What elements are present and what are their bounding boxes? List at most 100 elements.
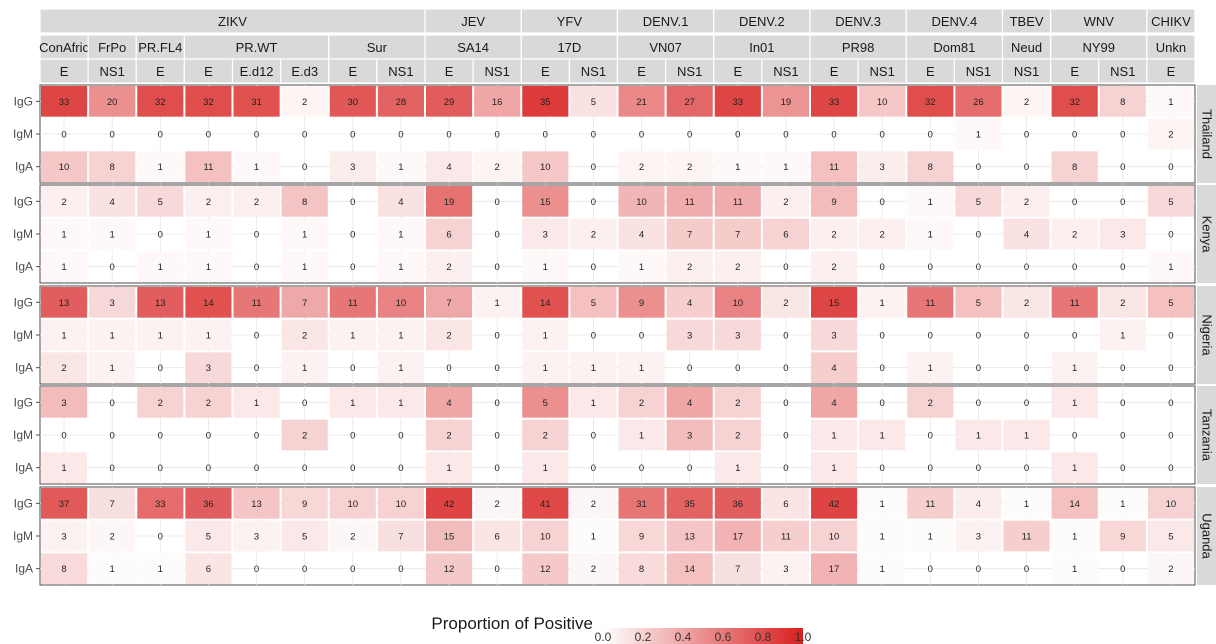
cell-value-label: 0 (446, 130, 451, 141)
heatmap-cell (762, 186, 809, 217)
heatmap-cell (89, 553, 136, 584)
cell-value-label: 11 (925, 298, 935, 309)
cell-value-label: 0 (398, 463, 403, 474)
heatmap-cell (955, 419, 1002, 451)
heatmap-cell (570, 86, 617, 117)
cell-value-label: 6 (783, 499, 788, 510)
antigen-header-label: NS1 (485, 64, 510, 79)
y-tick-label: IgM (13, 328, 33, 342)
legend: Proportion of Positive 0.0 0.2 0.4 0.6 0.8 1.… (431, 614, 812, 644)
heatmap-cell (1003, 488, 1050, 519)
cell-value-label: 10 (348, 499, 359, 510)
heatmap-cell (137, 86, 184, 117)
heatmap-cell (666, 520, 713, 552)
heatmap-cell (859, 419, 906, 451)
heatmap-cell (41, 520, 88, 552)
heatmap-cell (185, 151, 232, 182)
strain-header-strip (1001, 34, 1052, 60)
cell-value-label: 0 (1168, 162, 1173, 173)
heatmap-cell (89, 319, 136, 351)
cell-value-label: 0 (880, 398, 885, 409)
cell-value-label: 1 (1120, 499, 1125, 510)
cell-value-label: 0 (1024, 331, 1029, 342)
cell-value-label: 2 (928, 398, 933, 409)
heatmap-cell (618, 488, 665, 519)
heatmap-cell (329, 151, 376, 182)
cell-value-label: 1 (783, 162, 788, 173)
heatmap-cell (41, 452, 88, 483)
cell-value-label: 0 (928, 431, 933, 442)
heatmap-cell (137, 251, 184, 282)
heatmap-cell (426, 452, 473, 483)
cell-value-label: 0 (1120, 262, 1125, 273)
antigen-header-strip (761, 58, 811, 84)
heatmap-cell (474, 287, 521, 318)
heatmap-cell (474, 488, 521, 519)
heatmap-cell (811, 520, 858, 552)
cell-value-label: 1 (110, 564, 115, 575)
heatmap-cell (570, 553, 617, 584)
cell-value-label: 0 (158, 230, 163, 241)
heatmap-cell (570, 387, 617, 418)
cell-value-label: 1 (206, 331, 211, 342)
cell-value-label: 0 (880, 262, 885, 273)
cell-value-label: 0 (591, 331, 596, 342)
strain-header-label: ConAfric (39, 40, 89, 55)
cell-value-label: 0 (61, 431, 66, 442)
cell-value-label: 0 (110, 130, 115, 141)
heatmap-cell (41, 251, 88, 282)
cell-value-label: 2 (110, 532, 115, 543)
cell-value-label: 0 (1072, 197, 1077, 208)
cell-value-label: 2 (831, 262, 836, 273)
cell-value-label: 5 (1168, 197, 1173, 208)
cell-value-label: 1 (350, 331, 355, 342)
heatmap-cell (859, 86, 906, 117)
country-facet-strips: Thailand Kenya Nigeria Tanzania Uganda (1197, 85, 1216, 585)
heatmap-cell (329, 488, 376, 519)
cell-value-label: 0 (350, 363, 355, 374)
heatmap-cell (955, 488, 1002, 519)
legend-tick-label: 0.4 (675, 630, 692, 644)
cell-value-label: 2 (1072, 230, 1077, 241)
virus-header-strip (809, 8, 907, 34)
heatmap-cell (41, 86, 88, 117)
heatmap-cell (426, 218, 473, 250)
cell-value-label: 0 (495, 363, 500, 374)
cell-value-label: 1 (1072, 398, 1077, 409)
cell-value-label: 0 (254, 130, 259, 141)
cell-value-label: 0 (1072, 262, 1077, 273)
y-tick-label: IgM (13, 428, 33, 442)
heatmap-cell (137, 186, 184, 217)
heatmap-cell (426, 251, 473, 282)
heatmap-cell (281, 520, 328, 552)
cell-value-label: 0 (783, 431, 788, 442)
heatmap-cell (811, 251, 858, 282)
heatmap-cell (618, 218, 665, 250)
cell-value-label: 1 (398, 162, 403, 173)
heatmap-cell (329, 520, 376, 552)
cell-value-label: 0 (880, 331, 885, 342)
cell-value-label: 1 (831, 431, 836, 442)
cell-value-label: 0 (928, 130, 933, 141)
cell-value-label: 5 (206, 532, 211, 543)
heatmap-cell (185, 287, 232, 318)
cell-value-label: 1 (398, 331, 403, 342)
heatmap-cell (1147, 251, 1194, 282)
cell-value-label: 0 (880, 363, 885, 374)
heatmap-cell (281, 352, 328, 383)
legend-ticks: 0.0 0.2 0.4 0.6 0.8 1.0 (595, 630, 812, 644)
heatmap-cell (281, 319, 328, 351)
cell-value-label: 0 (350, 197, 355, 208)
y-tick-label: IgG (14, 194, 33, 208)
cell-value-label: 9 (1120, 532, 1125, 543)
heatmap-cell (377, 520, 424, 552)
cell-value-label: 3 (543, 230, 548, 241)
cell-value-label: 1 (398, 230, 403, 241)
cell-value-label: 0 (591, 463, 596, 474)
heatmap-cell (41, 186, 88, 217)
cell-value-label: 7 (735, 230, 740, 241)
heatmap-cell (522, 186, 569, 217)
cell-value-label: 2 (206, 197, 211, 208)
cell-value-label: 31 (636, 499, 647, 510)
cell-value-label: 1 (928, 197, 933, 208)
